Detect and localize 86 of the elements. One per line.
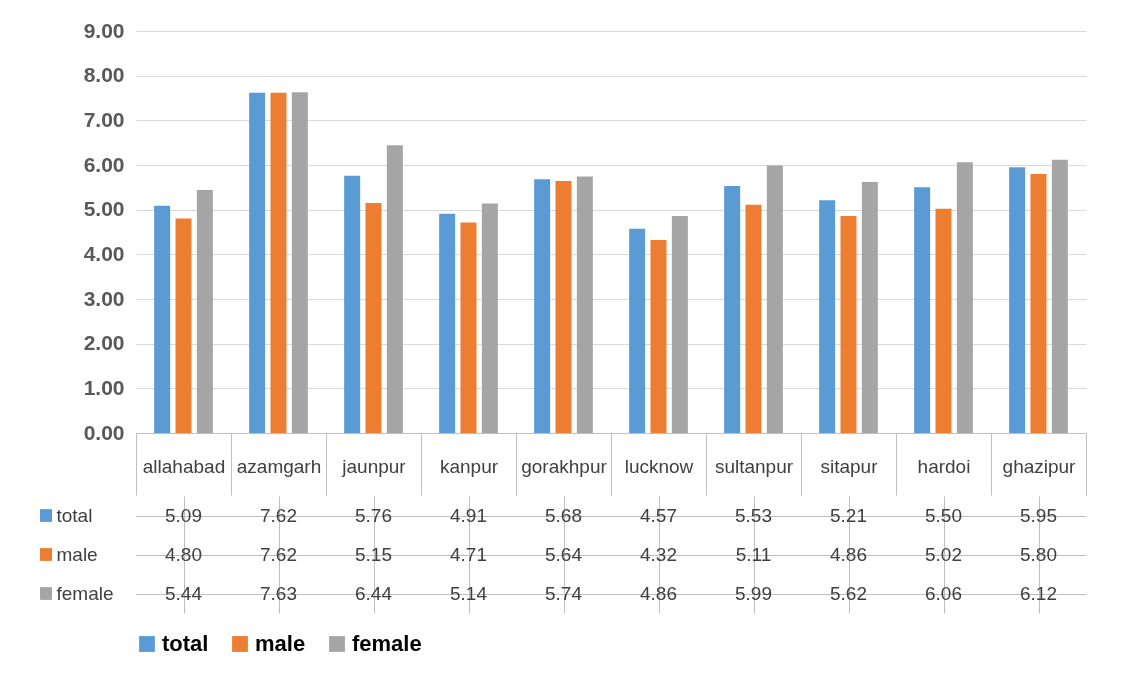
x-tick-label: lucknow <box>624 455 694 477</box>
data-label: 5.21 <box>830 504 867 526</box>
bar <box>914 187 931 433</box>
bar <box>724 185 741 433</box>
text: total <box>162 631 209 656</box>
y-tick-label: 0.00 <box>83 420 125 444</box>
bar <box>576 176 593 433</box>
legend-label: total <box>56 505 93 526</box>
y-tick-label: 8.00 <box>83 63 125 87</box>
data-label: 5.50 <box>925 504 962 526</box>
data-label: 4.32 <box>640 543 677 565</box>
bar <box>481 203 498 433</box>
x-tick-label: hardoi <box>917 455 971 477</box>
x-tick-label: jaunpur <box>341 455 407 477</box>
data-label: 5.44 <box>165 582 203 604</box>
data-label: 5.76 <box>355 504 392 526</box>
data-label: 5.53 <box>735 504 772 526</box>
y-tick-label: 2.00 <box>83 331 125 355</box>
data-label: 7.63 <box>260 582 297 604</box>
bar <box>175 218 192 433</box>
data-label: 6.44 <box>355 582 393 604</box>
x-tick-label: kanpur <box>439 455 499 477</box>
y-tick-label: 7.00 <box>83 107 125 131</box>
y-tick-label: 1.00 <box>83 375 125 399</box>
data-label: 5.68 <box>545 504 582 526</box>
bar <box>1051 159 1068 433</box>
legend-label: female <box>56 583 114 604</box>
y-tick-label: 9.00 <box>83 18 125 42</box>
data-label: 5.09 <box>165 504 202 526</box>
x-tick-label: ghazipur <box>1002 455 1077 477</box>
bar <box>629 228 646 433</box>
data-label: 5.11 <box>735 543 772 565</box>
data-label: 5.80 <box>1020 543 1057 565</box>
bar <box>840 215 857 433</box>
data-label: 4.57 <box>640 504 677 526</box>
x-tick-label: sultanpur <box>714 455 794 477</box>
bar <box>534 179 551 433</box>
bar <box>365 202 382 433</box>
data-label: 7.62 <box>260 543 297 565</box>
bar <box>249 92 266 433</box>
bar <box>344 175 361 433</box>
bar <box>861 181 878 433</box>
data-label: 5.99 <box>735 582 772 604</box>
data-label: 4.86 <box>830 543 867 565</box>
bar <box>671 215 688 433</box>
x-tick-label: gorakhpur <box>521 455 608 477</box>
bar <box>650 240 667 433</box>
bar <box>956 162 973 433</box>
bar <box>386 145 403 433</box>
legend-label: male <box>56 544 98 565</box>
bar <box>270 92 287 433</box>
text: male <box>255 631 306 656</box>
data-label: 4.86 <box>640 582 677 604</box>
data-label: 4.80 <box>165 543 202 565</box>
data-label: 6.12 <box>1020 582 1057 604</box>
bar <box>439 213 456 433</box>
bar <box>291 92 308 433</box>
bar <box>1030 173 1047 433</box>
data-label: 4.71 <box>450 543 487 565</box>
x-tick-label: azamgarh <box>236 455 322 477</box>
bar <box>154 205 171 433</box>
data-label: 5.62 <box>830 582 867 604</box>
bar <box>1009 167 1026 433</box>
bar <box>460 222 477 433</box>
text: female <box>352 631 422 656</box>
data-label: 5.02 <box>925 543 962 565</box>
data-label: 5.95 <box>1020 504 1057 526</box>
data-label: 5.74 <box>545 582 583 604</box>
data-label: 5.15 <box>355 543 392 565</box>
data-label: 5.14 <box>450 582 488 604</box>
data-label: 7.62 <box>260 504 297 526</box>
data-label: 5.64 <box>545 543 583 565</box>
x-tick-label: allahabad <box>142 455 226 477</box>
bar <box>935 208 952 433</box>
x-tick-label: sitapur <box>820 455 879 477</box>
y-tick-label: 4.00 <box>83 241 125 265</box>
y-tick-label: 6.00 <box>83 152 125 176</box>
data-label: 6.06 <box>925 582 962 604</box>
bar <box>766 165 783 433</box>
y-tick-label: 5.00 <box>83 197 125 221</box>
bar <box>745 204 762 433</box>
bar <box>819 200 836 433</box>
data-label: 4.91 <box>450 504 487 526</box>
bar <box>555 181 572 433</box>
y-tick-label: 3.00 <box>83 286 125 310</box>
bar <box>196 190 213 433</box>
